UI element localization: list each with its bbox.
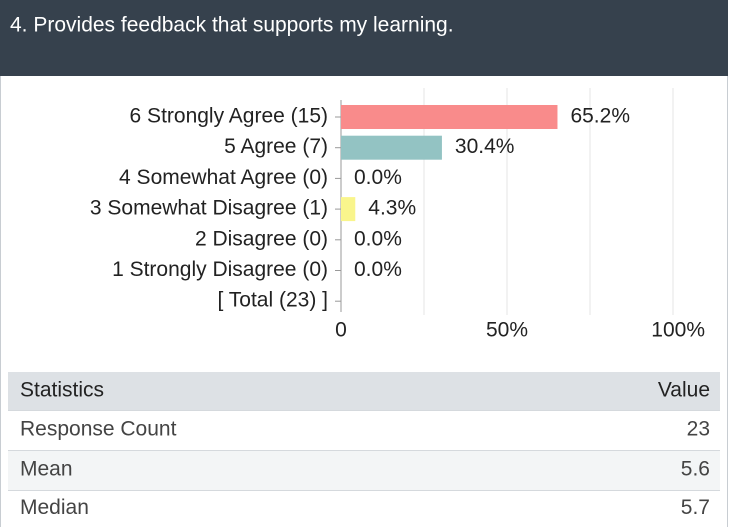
- table-header: [8, 372, 720, 410]
- value-label: 65.2%: [570, 105, 630, 128]
- value-label: 0.0%: [354, 227, 402, 250]
- y-tick-label: 3 Somewhat Disagree (1): [90, 197, 328, 220]
- header-bar: [0, 0, 728, 76]
- y-tick-label: [ Total (23) ]: [218, 289, 329, 312]
- bar: [341, 197, 356, 222]
- bar: [341, 105, 558, 129]
- table-row: [8, 410, 720, 450]
- value-label: 0.0%: [354, 166, 402, 189]
- table-cell: 23: [687, 418, 710, 441]
- x-tick-label: 0: [335, 319, 347, 342]
- table-cell: 5.7: [681, 496, 710, 519]
- table-header-cell: Value: [658, 379, 710, 402]
- table-cell: Response Count: [20, 418, 177, 441]
- y-tick-label: 1 Strongly Disagree (0): [112, 258, 328, 281]
- table-cell: Mean: [20, 458, 73, 481]
- bar: [341, 135, 442, 160]
- table-header-cell: Statistics: [20, 379, 104, 402]
- table-row: [8, 490, 720, 527]
- y-tick-label: 6 Strongly Agree (15): [130, 105, 328, 128]
- x-tick-label: 100%: [651, 319, 705, 342]
- value-label: 30.4%: [455, 135, 515, 158]
- y-tick-label: 4 Somewhat Agree (0): [119, 166, 328, 189]
- x-tick-label: 50%: [486, 319, 528, 342]
- y-tick-label: 2 Disagree (0): [195, 227, 328, 250]
- question-title: 4. Provides feedback that supports my le…: [10, 14, 454, 37]
- value-label: 4.3%: [368, 197, 416, 220]
- table-row: [8, 450, 720, 490]
- table-cell: 5.6: [681, 458, 710, 481]
- value-label: 0.0%: [354, 258, 402, 281]
- y-tick-label: 5 Agree (7): [224, 135, 328, 158]
- table-cell: Median: [20, 496, 89, 519]
